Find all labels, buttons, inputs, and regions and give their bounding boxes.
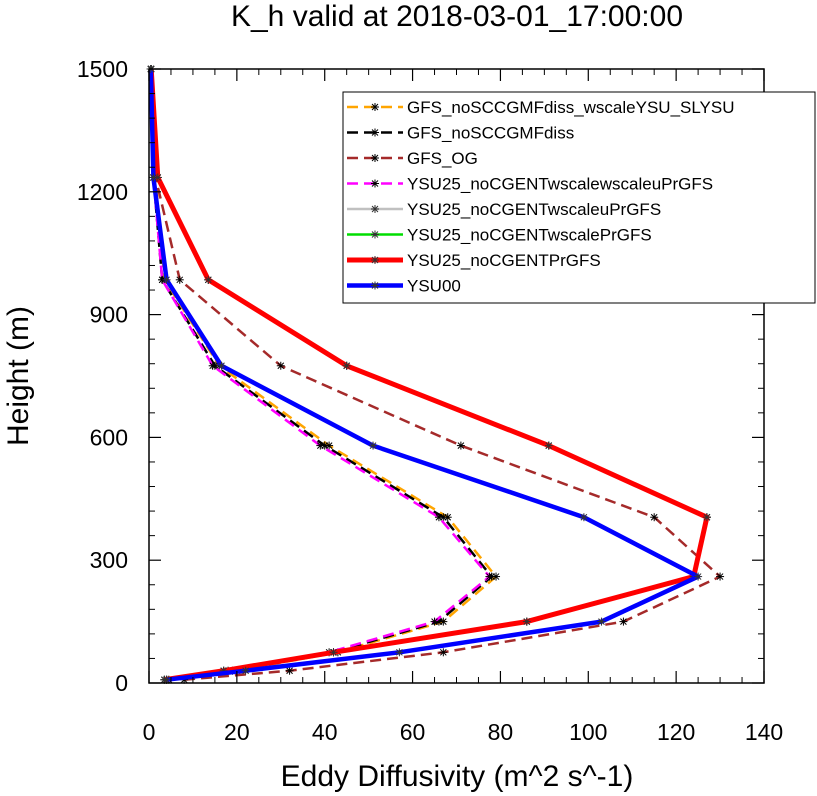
chart-title: K_h valid at 2018-03-01_17:00:00 xyxy=(231,0,683,33)
legend-label: YSU00 xyxy=(407,277,461,296)
data-point xyxy=(162,675,171,684)
data-point xyxy=(217,361,226,370)
data-point xyxy=(369,441,378,450)
y-tick-label: 1500 xyxy=(77,56,128,82)
x-tick-label: 80 xyxy=(488,719,514,745)
legend-label: GFS_noSCCGMFdiss_wscaleYSU_SLYSU xyxy=(407,98,735,117)
legend-marker xyxy=(371,179,379,188)
data-point xyxy=(694,572,703,581)
data-point xyxy=(597,617,606,626)
data-point xyxy=(285,666,294,675)
data-point xyxy=(276,361,285,370)
data-point xyxy=(162,275,171,284)
x-tick-label: 60 xyxy=(400,719,426,745)
legend-marker xyxy=(371,256,379,264)
data-point xyxy=(619,617,628,626)
legend-marker xyxy=(371,205,379,213)
x-tick-label: 0 xyxy=(143,719,156,745)
y-tick-label: 0 xyxy=(115,670,128,696)
series-line xyxy=(149,68,493,681)
legend-label: YSU25_noCGENTPrGFS xyxy=(407,251,601,270)
legend: GFS_noSCCGMFdiss_wscaleYSU_SLYSU GFS_noSC… xyxy=(342,91,816,304)
y-axis: 0 300 600 900 1200 1500 xyxy=(77,56,764,696)
legend-marker xyxy=(371,103,379,111)
legend-label: YSU25_noCGENTwscalePrGFS xyxy=(407,226,652,245)
data-point xyxy=(544,441,553,450)
data-point xyxy=(485,572,494,581)
data-point xyxy=(395,648,404,657)
data-point xyxy=(430,617,439,626)
y-tick-label: 1200 xyxy=(77,179,128,205)
x-tick-label: 20 xyxy=(224,719,250,745)
data-point xyxy=(456,441,465,450)
data-point xyxy=(149,173,158,182)
legend-marker xyxy=(371,154,379,162)
data-point xyxy=(702,513,711,522)
x-tick-label: 120 xyxy=(657,719,695,745)
data-point xyxy=(175,275,184,284)
data-point xyxy=(716,572,725,581)
data-point xyxy=(342,361,351,370)
data-point xyxy=(579,513,588,522)
data-point xyxy=(522,617,531,626)
data-point xyxy=(241,666,250,675)
x-tick-label: 100 xyxy=(569,719,607,745)
x-axis: 0 20 40 60 80 100 120 140 xyxy=(143,69,783,745)
legend-label: YSU25_noCGENTwscaleuPrGFS xyxy=(407,200,661,219)
y-axis-label: Height (m) xyxy=(2,306,35,446)
data-point xyxy=(208,361,217,370)
x-tick-label: 40 xyxy=(312,719,338,745)
y-tick-label: 300 xyxy=(90,547,128,573)
legend-box xyxy=(342,91,816,304)
legend-marker xyxy=(371,281,379,290)
legend-label: YSU25_noCGENTwscalewscaleuPrGFS xyxy=(407,175,713,194)
data-point xyxy=(329,648,338,657)
legend-label: GFS_OG xyxy=(407,149,478,168)
x-tick-label: 140 xyxy=(745,719,783,745)
legend-marker xyxy=(371,128,379,137)
legend-label: GFS_noSCCGMFdiss xyxy=(407,124,574,143)
data-point xyxy=(204,275,213,284)
series-8 xyxy=(146,65,703,684)
data-point xyxy=(434,513,443,522)
x-axis-label: Eddy Diffusivity (m^2 s^-1) xyxy=(281,760,634,793)
data-point xyxy=(439,648,448,657)
legend-marker xyxy=(371,230,379,239)
y-tick-label: 900 xyxy=(90,302,128,328)
y-tick-label: 600 xyxy=(90,424,128,450)
data-point xyxy=(316,441,325,450)
data-point xyxy=(650,513,659,522)
